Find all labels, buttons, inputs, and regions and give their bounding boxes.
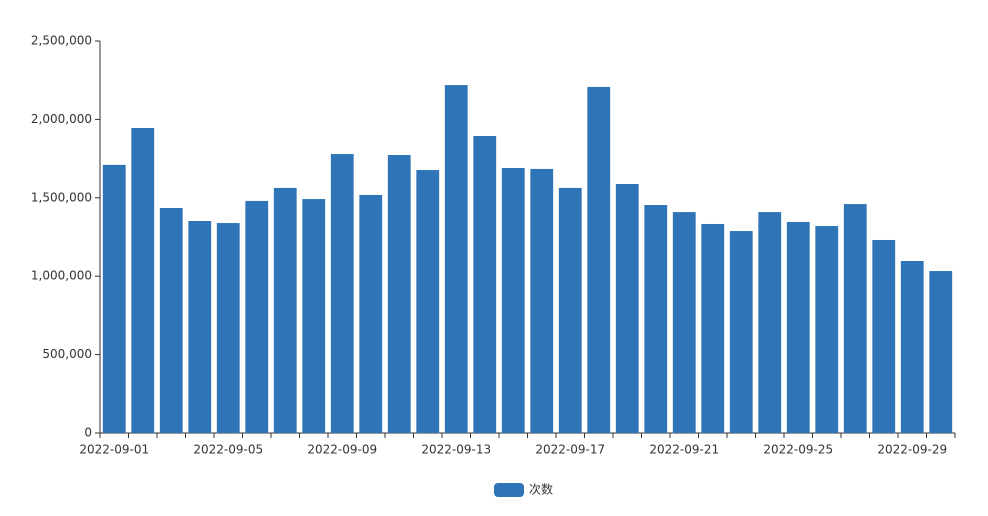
bar — [672, 212, 696, 433]
legend-label: 次数 — [529, 482, 553, 497]
bar — [473, 136, 497, 433]
bar — [131, 128, 155, 434]
y-tick-label: 500,000 — [42, 347, 92, 361]
y-tick-label: 2,500,000 — [31, 34, 92, 48]
bar — [872, 239, 896, 433]
bar — [644, 205, 668, 433]
bar — [815, 226, 839, 433]
bar — [330, 154, 354, 433]
bar — [843, 204, 867, 433]
x-tick-label: 2022-09-21 — [649, 443, 719, 457]
bar — [501, 168, 525, 433]
bar — [758, 212, 782, 433]
bar — [786, 221, 810, 433]
bar — [302, 199, 326, 433]
bar — [273, 187, 297, 433]
y-tick-label: 2,000,000 — [31, 112, 92, 126]
bar — [444, 85, 468, 434]
bar — [900, 260, 924, 433]
bar — [929, 271, 953, 433]
x-tick-label: 2022-09-29 — [877, 443, 947, 457]
bar — [587, 86, 611, 434]
x-tick-label: 2022-09-13 — [421, 443, 491, 457]
bar — [615, 184, 639, 433]
y-tick-label: 0 — [84, 426, 92, 440]
legend-swatch — [494, 483, 524, 497]
y-tick-label: 1,500,000 — [31, 190, 92, 204]
bar — [558, 187, 582, 433]
bar — [387, 154, 411, 434]
bar — [729, 231, 753, 433]
bar — [216, 223, 240, 433]
bar — [416, 170, 440, 434]
bar — [159, 207, 183, 433]
bar — [102, 164, 126, 433]
bar — [188, 221, 212, 433]
x-tick-label: 2022-09-05 — [193, 443, 263, 457]
bar — [359, 194, 383, 433]
x-tick-label: 2022-09-01 — [79, 443, 149, 457]
bar — [701, 223, 725, 433]
bar — [245, 200, 269, 433]
bar — [530, 168, 554, 434]
x-tick-label: 2022-09-09 — [307, 443, 377, 457]
x-tick-label: 2022-09-25 — [763, 443, 833, 457]
y-tick-label: 1,000,000 — [31, 269, 92, 283]
x-tick-label: 2022-09-17 — [535, 443, 605, 457]
